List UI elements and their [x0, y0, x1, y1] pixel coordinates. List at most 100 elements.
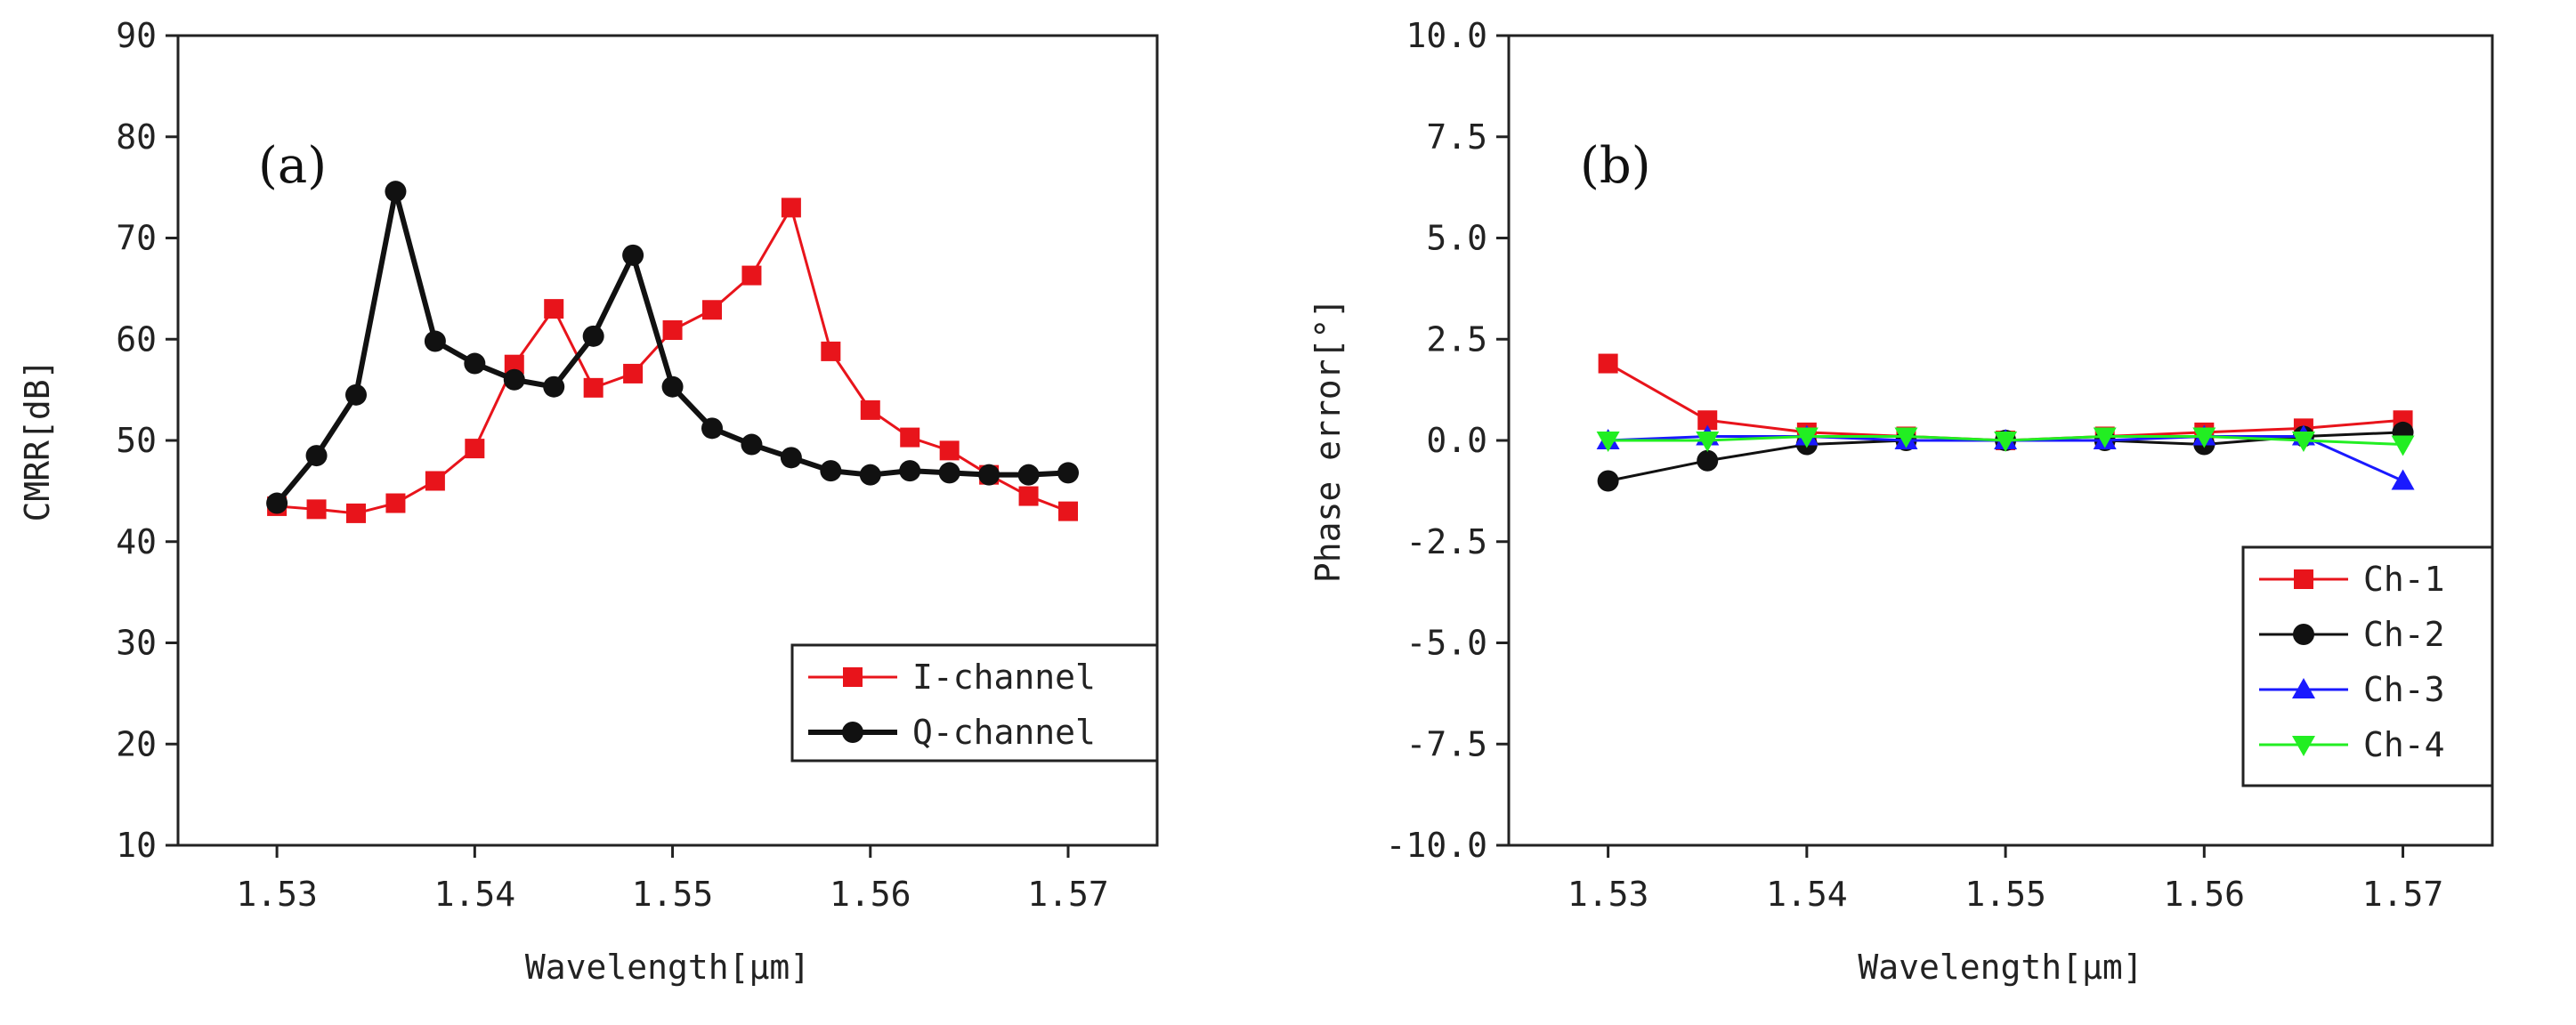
y-tick-label: 90: [116, 16, 157, 55]
data-point: [582, 325, 604, 347]
data-point: [1597, 470, 1619, 492]
x-axis-title: Wavelength[μm]: [525, 948, 810, 987]
data-point: [543, 375, 565, 398]
data-point: [346, 503, 366, 523]
data-point: [622, 244, 644, 266]
y-tick-label: 80: [116, 117, 157, 157]
y-tick-label: 5.0: [1426, 219, 1487, 258]
legend-label: Ch-4: [2363, 725, 2445, 764]
legend-marker: [2293, 624, 2314, 645]
data-point: [1058, 501, 1078, 521]
data-point: [2391, 469, 2415, 490]
data-point: [306, 499, 327, 520]
legend-marker: [2294, 569, 2313, 589]
data-point: [741, 265, 762, 286]
legend: Ch-1 Ch-2 Ch-3 Ch-4: [2241, 545, 2494, 787]
data-point: [2391, 435, 2415, 456]
data-point: [1018, 486, 1039, 506]
data-point: [1894, 427, 1918, 448]
legend-label: Ch-2: [2363, 615, 2445, 654]
data-point: [464, 352, 486, 375]
data-point: [702, 300, 722, 320]
legend-marker: [843, 667, 863, 687]
y-tick-label: 60: [116, 319, 157, 359]
data-point: [1697, 410, 1718, 431]
data-point: [623, 363, 644, 383]
data-point: [899, 460, 921, 482]
x-tick-label: 1.57: [1027, 875, 1109, 914]
data-point: [1994, 432, 2018, 452]
data-point: [1697, 449, 1719, 472]
data-point: [820, 460, 842, 482]
legend: I-channel Q-channel: [790, 643, 1159, 763]
data-point: [2291, 432, 2315, 452]
data-point: [741, 433, 763, 456]
y-tick-label: 20: [116, 724, 157, 763]
y-tick-label: 7.5: [1426, 117, 1487, 157]
panel-label: (a): [258, 137, 327, 195]
x-tick-label: 1.55: [632, 875, 714, 914]
y-tick-label: 70: [116, 219, 157, 258]
data-point: [1017, 464, 1040, 486]
y-tick-label: -10.0: [1386, 826, 1487, 865]
legend-label: Ch-3: [2363, 670, 2445, 709]
data-point: [504, 354, 524, 375]
legend-marker: [2292, 736, 2315, 756]
data-point: [2093, 427, 2117, 448]
x-tick-label: 1.53: [236, 875, 318, 914]
y-tick-label: 50: [116, 421, 157, 460]
data-point: [900, 427, 920, 448]
data-point: [860, 400, 880, 420]
series-q-channel: [266, 181, 1079, 514]
data-point: [859, 464, 881, 486]
series-ch-4: [1596, 427, 2415, 456]
y-tick-label: -7.5: [1405, 724, 1487, 763]
data-point: [385, 181, 407, 203]
data-point: [662, 320, 683, 341]
y-tick-label: 10: [116, 826, 157, 865]
x-tick-label: 1.54: [1766, 875, 1848, 914]
legend-marker: [2292, 678, 2315, 698]
y-axis-title: Phase error[°]: [1308, 298, 1348, 583]
data-point: [1057, 462, 1079, 484]
y-tick-label: 10.0: [1405, 16, 1487, 55]
data-point: [780, 447, 802, 469]
data-point: [939, 440, 960, 461]
data-point: [661, 375, 684, 398]
panel-a-cmrr-chart: 1.53 1.54 1.55 1.56 1.57 10 20 30 40 50 60 70 80 90 Wa…: [18, 16, 1159, 987]
x-tick-label: 1.54: [434, 875, 516, 914]
data-point: [345, 383, 367, 406]
data-point: [1596, 432, 1620, 452]
data-point: [305, 445, 328, 467]
y-tick-label: -2.5: [1405, 522, 1487, 561]
legend-marker: [842, 722, 863, 743]
data-point: [701, 417, 723, 440]
y-tick-label: -5.0: [1405, 624, 1487, 663]
y-tick-label: 30: [116, 624, 157, 663]
data-point: [425, 471, 445, 491]
data-point: [1598, 353, 1618, 374]
legend-label: Q-channel: [912, 713, 1096, 752]
legend-label: I-channel: [912, 658, 1096, 697]
data-point: [781, 198, 801, 218]
data-point: [503, 368, 525, 391]
data-point: [465, 439, 485, 459]
x-tick-label: 1.56: [2164, 875, 2246, 914]
data-point: [544, 299, 564, 319]
x-tick-label: 1.55: [1964, 875, 2046, 914]
y-tick-label: 40: [116, 522, 157, 561]
data-point: [1794, 427, 1819, 448]
data-point: [978, 464, 1000, 486]
y-tick-label: 0.0: [1426, 421, 1487, 460]
data-point: [2192, 427, 2216, 448]
data-point: [385, 493, 406, 513]
data-point: [424, 330, 446, 352]
data-point: [583, 377, 603, 398]
x-tick-label: 1.57: [2362, 875, 2444, 914]
y-tick-label: 2.5: [1426, 319, 1487, 359]
panel-b-phase-error-chart: 1.53 1.54 1.55 1.56 1.57 -10.0 -7.5 -5.0 -2.5 0.0…: [1308, 16, 2494, 987]
x-tick-label: 1.53: [1567, 875, 1649, 914]
x-tick-label: 1.56: [830, 875, 911, 914]
y-axis-title: CMRR[dB]: [18, 359, 57, 521]
